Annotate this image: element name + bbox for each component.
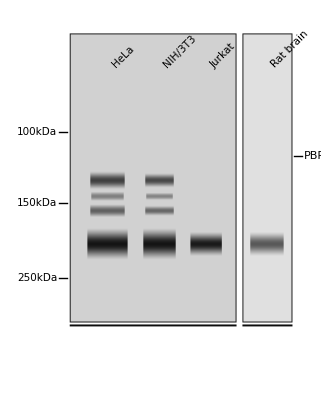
Text: 250kDa: 250kDa — [17, 274, 57, 284]
Text: HeLa: HeLa — [110, 44, 136, 70]
Text: Jurkat: Jurkat — [208, 41, 237, 70]
Text: 150kDa: 150kDa — [17, 198, 57, 208]
Text: 100kDa: 100kDa — [17, 128, 57, 138]
Text: Rat brain: Rat brain — [269, 29, 310, 70]
Text: NIH/3T3: NIH/3T3 — [162, 33, 198, 70]
Text: PBRM1: PBRM1 — [304, 150, 321, 160]
